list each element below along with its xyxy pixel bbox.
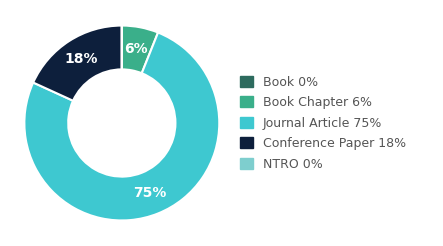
Text: 75%: 75% — [133, 186, 167, 200]
Wedge shape — [122, 26, 158, 73]
Text: 6%: 6% — [124, 42, 148, 56]
Text: 18%: 18% — [64, 52, 98, 66]
Legend: Book 0%, Book Chapter 6%, Journal Article 75%, Conference Paper 18%, NTRO 0%: Book 0%, Book Chapter 6%, Journal Articl… — [237, 72, 410, 174]
Wedge shape — [33, 26, 122, 101]
Wedge shape — [24, 32, 219, 220]
